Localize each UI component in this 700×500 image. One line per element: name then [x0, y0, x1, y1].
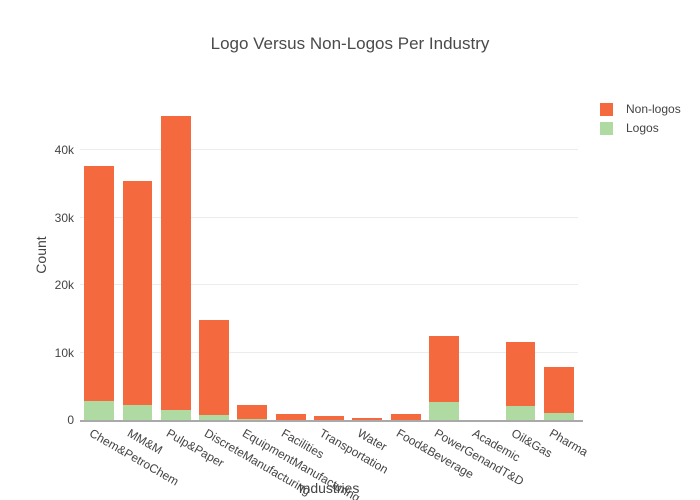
bar-segment-non-logos-pulp-paper[interactable] — [160, 116, 191, 410]
x-axis-line — [80, 420, 583, 422]
legend: Non-logos Logos — [600, 103, 681, 141]
gridline-10000 — [80, 351, 578, 353]
bar-segment-non-logos-chem-petrochem[interactable] — [84, 166, 115, 402]
bar-segment-non-logos-food-beverage[interactable] — [390, 413, 421, 420]
legend-swatch-icon — [600, 103, 613, 116]
x-tick-label: Pharma — [546, 426, 591, 460]
y-tick-label: 30k — [54, 210, 74, 225]
gridline-20000 — [80, 284, 578, 286]
bar-segment-logos-chem-petrochem[interactable] — [84, 401, 115, 420]
legend-item-non-logos[interactable]: Non-logos — [600, 103, 681, 116]
bar-segment-logos-pulp-paper[interactable] — [160, 409, 191, 420]
x-axis-title: Industries — [298, 480, 360, 496]
bar-segment-non-logos-water[interactable] — [352, 417, 383, 420]
gridline-40000 — [80, 149, 578, 151]
bar-segment-non-logos-facilities[interactable] — [275, 413, 306, 420]
bar-segment-non-logos-pharma[interactable] — [543, 366, 574, 414]
legend-label: Logos — [626, 121, 659, 135]
bar-segment-non-logos-mm-m[interactable] — [122, 181, 153, 406]
bar-segment-non-logos-oil-gas[interactable] — [505, 342, 536, 406]
chart-title: Logo Versus Non-Logos Per Industry — [210, 34, 490, 53]
y-tick-label: 10k — [54, 345, 74, 360]
bar-segment-non-logos-powergenandt-d[interactable] — [428, 335, 459, 402]
bar-segment-logos-oil-gas[interactable] — [505, 405, 536, 420]
legend-label: Non-logos — [626, 102, 681, 116]
legend-swatch-icon — [600, 122, 613, 135]
bar-segment-non-logos-discretemanufacturing[interactable] — [199, 320, 229, 416]
bar-segment-non-logos-transportation[interactable] — [314, 415, 344, 420]
y-axis-title: Count — [33, 236, 49, 274]
bar-segment-logos-mm-m[interactable] — [122, 405, 153, 420]
plot-area — [80, 90, 583, 422]
bar-segment-logos-equipmentmanufacturing[interactable] — [237, 419, 268, 420]
y-tick-label: 0 — [67, 413, 74, 427]
bar-segment-non-logos-equipmentmanufacturing[interactable] — [237, 404, 268, 419]
legend-item-logos[interactable]: Logos — [600, 122, 681, 135]
y-tick-label: 40k — [54, 143, 74, 158]
y-tick-label: 20k — [54, 278, 74, 293]
bar-segment-logos-powergenandt-d[interactable] — [428, 401, 459, 420]
gridline-30000 — [80, 216, 578, 218]
bar-segment-logos-pharma[interactable] — [543, 413, 574, 420]
bar-segment-logos-discretemanufacturing[interactable] — [199, 415, 229, 420]
